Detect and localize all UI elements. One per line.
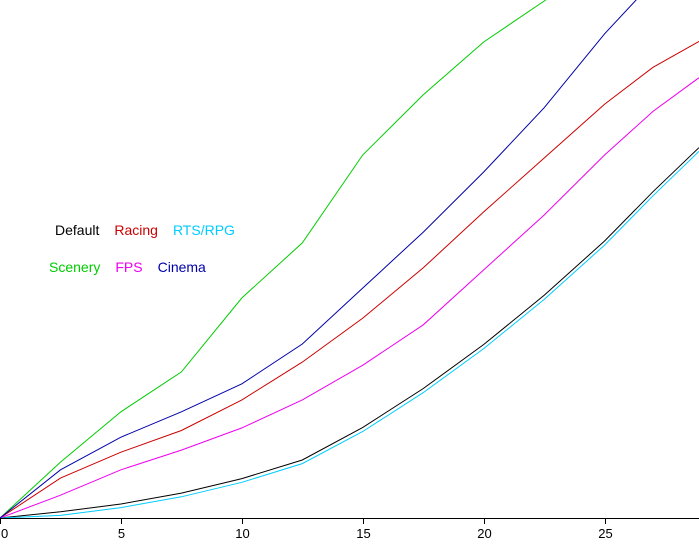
x-tick-label: 0 — [1, 526, 8, 541]
x-tick-label: 25 — [598, 526, 612, 541]
legend-row-1: Default Racing RTS/RPG — [55, 222, 235, 239]
legend: Default Racing RTS/RPG Scenery FPS Cinem… — [49, 222, 235, 296]
legend-item-default: Default — [55, 222, 100, 238]
legend-row-2: Scenery FPS Cinema — [49, 259, 235, 276]
series-line-cinema — [0, 0, 637, 519]
series-line-rts-rpg — [0, 150, 699, 519]
series-line-racing — [0, 40, 699, 519]
x-tick-label: 5 — [118, 526, 125, 541]
series-line-default — [0, 147, 699, 519]
x-tick-label: 10 — [235, 526, 249, 541]
legend-item-cinema: Cinema — [157, 259, 206, 275]
series-line-fps — [0, 77, 699, 519]
x-tick-label: 20 — [477, 526, 491, 541]
x-tick-label: 15 — [356, 526, 370, 541]
legend-item-rts-rpg: RTS/RPG — [172, 222, 235, 238]
legend-item-scenery: Scenery — [49, 259, 101, 275]
legend-item-fps: FPS — [115, 259, 143, 275]
series-line-scenery — [0, 0, 547, 519]
legend-item-racing: Racing — [114, 222, 158, 238]
